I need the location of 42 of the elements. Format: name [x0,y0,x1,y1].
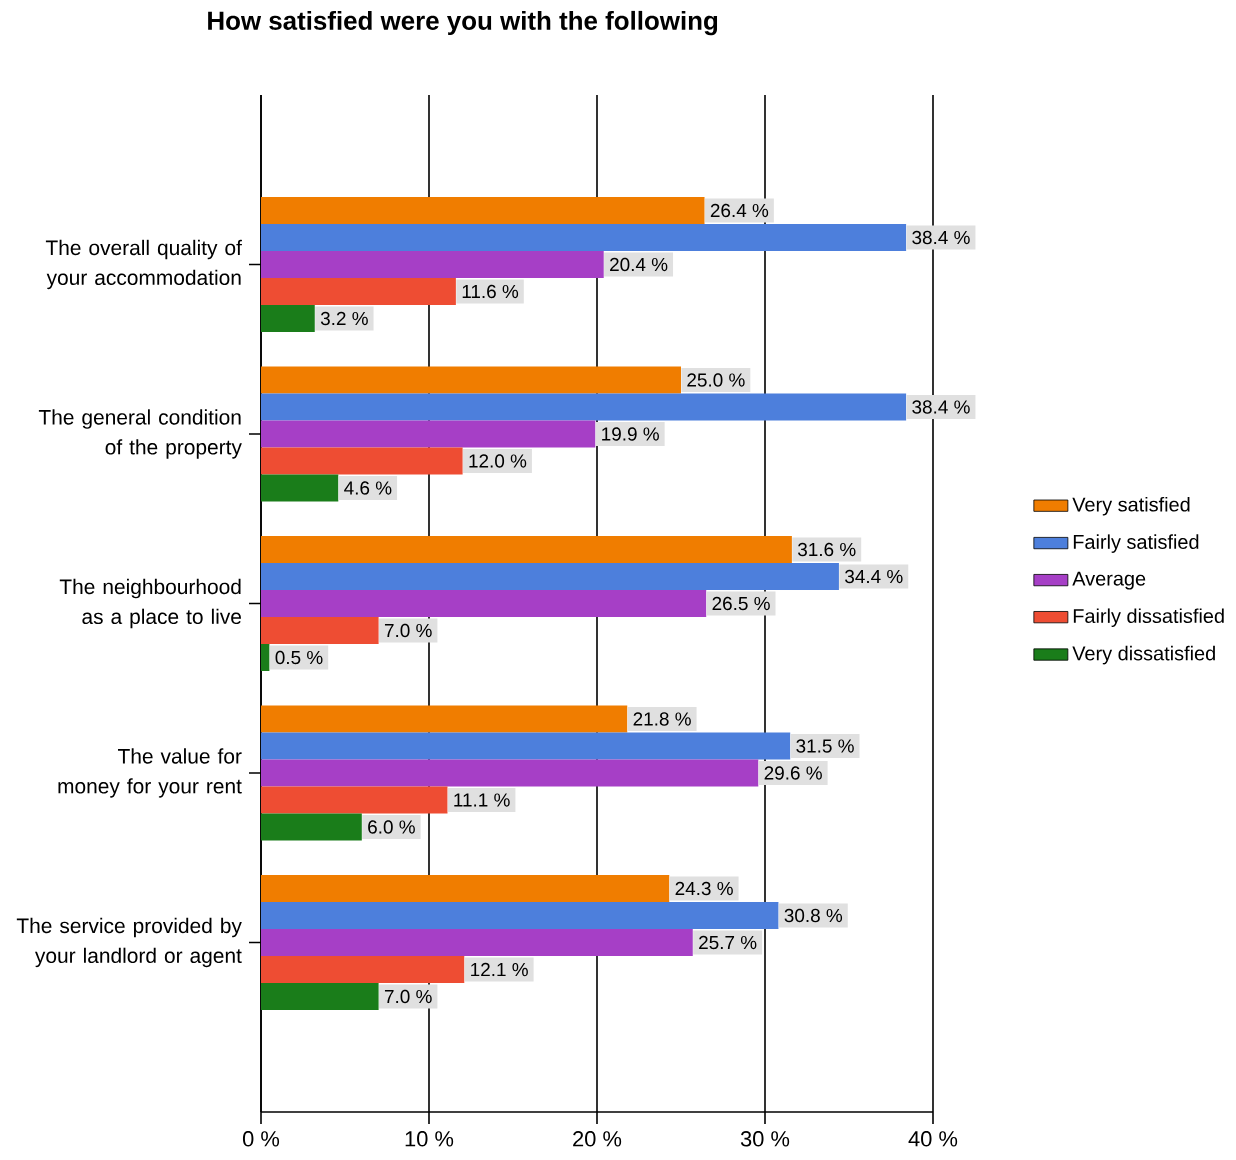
data-label: 3.2 % [320,311,368,326]
data-label: 26.5 % [712,596,770,611]
data-label: 11.6 % [462,284,519,299]
data-label: 7.0 % [384,989,432,1004]
data-label: 29.6 % [764,766,822,780]
y-tick-label: The neighbourhood as a place to live [59,578,241,629]
y-tick-label: The value for money for your rent [58,748,242,798]
data-label: 4.6 % [344,481,392,495]
data-label: 19.9 % [602,427,659,441]
data-label: 20.4 % [610,257,668,272]
x-tick-label: 10 % [405,1131,454,1147]
y-tick-label: The service provided by your landlord or agent [16,917,242,968]
legend-label: Fairly dissatisfied [1073,608,1224,627]
data-label: 24.3 % [675,881,733,896]
data-label: 25.0 % [687,373,745,387]
y-tick-label: The overall quality of your accommodation [45,239,242,290]
bar [261,643,270,671]
data-label: 25.7 % [699,935,757,950]
data-label: 31.5 % [796,739,854,753]
x-tick-label: 40 % [908,1131,958,1147]
data-label: 26.4 % [710,203,769,218]
data-label: 12.0 % [469,454,527,468]
x-tick-label: 20 % [573,1131,622,1147]
x-tick-label: 0 % [242,1131,280,1147]
legend-label: Fairly satisfied [1073,534,1199,553]
data-label: 38.4 % [912,230,970,245]
data-label: 6.0 % [368,820,415,834]
data-label: 31.6 % [798,542,856,557]
legend-label: Average [1072,571,1146,590]
chart-title: How satisfied were you with the following [208,10,718,36]
x-tick-label: 30 % [740,1131,790,1147]
data-label: 30.8 % [784,908,843,923]
y-tick-label: The general condition of the property [38,409,242,459]
data-label: 12.1 % [471,962,528,977]
legend-label: Very satisfied [1072,496,1190,516]
data-label: 38.4 % [912,400,970,414]
data-label: 21.8 % [633,712,691,726]
data-label: 7.0 % [384,623,432,638]
legend-label: Very dissatisfied [1072,645,1215,665]
data-label: 0.5 % [275,650,323,665]
data-label: 34.4 % [845,569,903,584]
data-label: 11.1 % [454,793,510,807]
